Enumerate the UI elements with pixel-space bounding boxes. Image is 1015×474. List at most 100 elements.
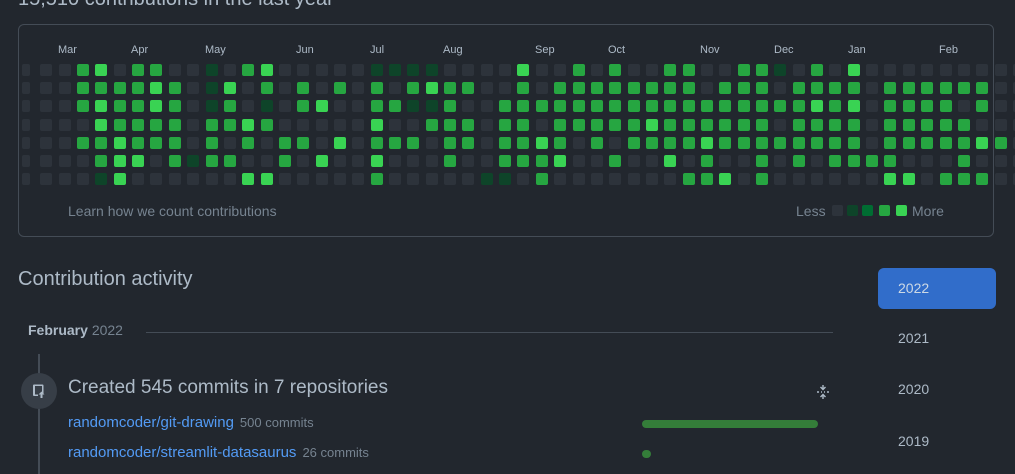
contribution-day[interactable] bbox=[444, 173, 457, 186]
contribution-day[interactable] bbox=[315, 173, 328, 186]
contribution-day[interactable] bbox=[884, 64, 897, 76]
contribution-day[interactable] bbox=[297, 173, 310, 186]
contribution-day[interactable] bbox=[902, 64, 915, 76]
contribution-day[interactable] bbox=[113, 82, 126, 95]
contribution-day[interactable] bbox=[58, 118, 71, 131]
contribution-day[interactable] bbox=[535, 64, 548, 76]
contribution-day[interactable] bbox=[22, 100, 30, 113]
contribution-day[interactable] bbox=[866, 136, 879, 149]
contribution-day[interactable] bbox=[535, 136, 548, 149]
contribution-day[interactable] bbox=[22, 64, 30, 76]
contribution-day[interactable] bbox=[737, 82, 750, 95]
contribution-day[interactable] bbox=[480, 100, 493, 113]
contribution-day[interactable] bbox=[645, 136, 658, 149]
contribution-day[interactable] bbox=[352, 100, 365, 113]
contribution-day[interactable] bbox=[444, 136, 457, 149]
contribution-day[interactable] bbox=[352, 173, 365, 186]
contribution-day[interactable] bbox=[407, 82, 420, 95]
contribution-day[interactable] bbox=[829, 155, 842, 167]
contribution-day[interactable] bbox=[939, 136, 952, 149]
contribution-day[interactable] bbox=[866, 173, 879, 186]
contribution-day[interactable] bbox=[957, 155, 970, 167]
contribution-day[interactable] bbox=[847, 82, 860, 95]
contribution-day[interactable] bbox=[719, 100, 732, 113]
contribution-day[interactable] bbox=[737, 155, 750, 167]
contribution-day[interactable] bbox=[554, 173, 567, 186]
contribution-day[interactable] bbox=[535, 155, 548, 167]
contribution-day[interactable] bbox=[645, 173, 658, 186]
contribution-day[interactable] bbox=[333, 82, 346, 95]
contribution-day[interactable] bbox=[40, 64, 53, 76]
contribution-day[interactable] bbox=[939, 64, 952, 76]
contribution-day[interactable] bbox=[315, 136, 328, 149]
contribution-day[interactable] bbox=[260, 82, 273, 95]
contribution-day[interactable] bbox=[462, 136, 475, 149]
contribution-day[interactable] bbox=[150, 155, 163, 167]
contribution-day[interactable] bbox=[278, 155, 291, 167]
contribution-day[interactable] bbox=[260, 100, 273, 113]
contribution-day[interactable] bbox=[444, 64, 457, 76]
contribution-day[interactable] bbox=[719, 136, 732, 149]
contribution-day[interactable] bbox=[682, 173, 695, 186]
contribution-day[interactable] bbox=[645, 155, 658, 167]
contribution-day[interactable] bbox=[829, 136, 842, 149]
contribution-day[interactable] bbox=[132, 100, 145, 113]
contribution-day[interactable] bbox=[590, 155, 603, 167]
contribution-day[interactable] bbox=[168, 118, 181, 131]
contribution-day[interactable] bbox=[627, 155, 640, 167]
contribution-day[interactable] bbox=[389, 64, 401, 76]
contribution-day[interactable] bbox=[113, 100, 126, 113]
contribution-day[interactable] bbox=[1012, 64, 1015, 76]
contribution-day[interactable] bbox=[22, 136, 30, 149]
contribution-day[interactable] bbox=[315, 100, 328, 113]
contribution-day[interactable] bbox=[462, 82, 475, 95]
contribution-day[interactable] bbox=[921, 136, 934, 149]
contribution-day[interactable] bbox=[590, 136, 603, 149]
contribution-day[interactable] bbox=[756, 100, 768, 113]
contribution-day[interactable] bbox=[957, 173, 970, 186]
contribution-day[interactable] bbox=[95, 64, 108, 76]
contribution-day[interactable] bbox=[132, 82, 145, 95]
contribution-day[interactable] bbox=[278, 64, 291, 76]
contribution-day[interactable] bbox=[700, 173, 713, 186]
contribution-day[interactable] bbox=[756, 155, 768, 167]
contribution-day[interactable] bbox=[1012, 155, 1015, 167]
contribution-day[interactable] bbox=[223, 82, 236, 95]
contribution-day[interactable] bbox=[278, 136, 291, 149]
contribution-day[interactable] bbox=[902, 155, 915, 167]
contribution-day[interactable] bbox=[168, 173, 181, 186]
contribution-day[interactable] bbox=[462, 64, 475, 76]
contribution-day[interactable] bbox=[976, 136, 989, 149]
contribution-day[interactable] bbox=[407, 100, 420, 113]
contribution-day[interactable] bbox=[370, 82, 383, 95]
contribution-day[interactable] bbox=[994, 136, 1007, 149]
contribution-day[interactable] bbox=[957, 118, 970, 131]
contribution-day[interactable] bbox=[627, 64, 640, 76]
contribution-day[interactable] bbox=[884, 118, 897, 131]
contribution-day[interactable] bbox=[884, 155, 897, 167]
contribution-day[interactable] bbox=[627, 82, 640, 95]
contribution-day[interactable] bbox=[22, 118, 30, 131]
contribution-day[interactable] bbox=[866, 100, 879, 113]
contribution-day[interactable] bbox=[333, 100, 346, 113]
contribution-day[interactable] bbox=[700, 118, 713, 131]
contribution-day[interactable] bbox=[499, 118, 512, 131]
contribution-day[interactable] bbox=[957, 64, 970, 76]
contribution-day[interactable] bbox=[370, 173, 383, 186]
contribution-day[interactable] bbox=[389, 155, 401, 167]
contribution-day[interactable] bbox=[132, 118, 145, 131]
contribution-day[interactable] bbox=[260, 118, 273, 131]
contribution-day[interactable] bbox=[517, 118, 530, 131]
contribution-day[interactable] bbox=[847, 118, 860, 131]
contribution-day[interactable] bbox=[572, 64, 585, 76]
contribution-day[interactable] bbox=[939, 173, 952, 186]
contribution-day[interactable] bbox=[370, 136, 383, 149]
contribution-day[interactable] bbox=[40, 173, 53, 186]
contribution-day[interactable] bbox=[609, 64, 622, 76]
contribution-day[interactable] bbox=[389, 173, 401, 186]
contribution-day[interactable] bbox=[480, 155, 493, 167]
contribution-day[interactable] bbox=[517, 173, 530, 186]
contribution-day[interactable] bbox=[113, 118, 126, 131]
contribution-day[interactable] bbox=[737, 64, 750, 76]
contribution-day[interactable] bbox=[554, 82, 567, 95]
